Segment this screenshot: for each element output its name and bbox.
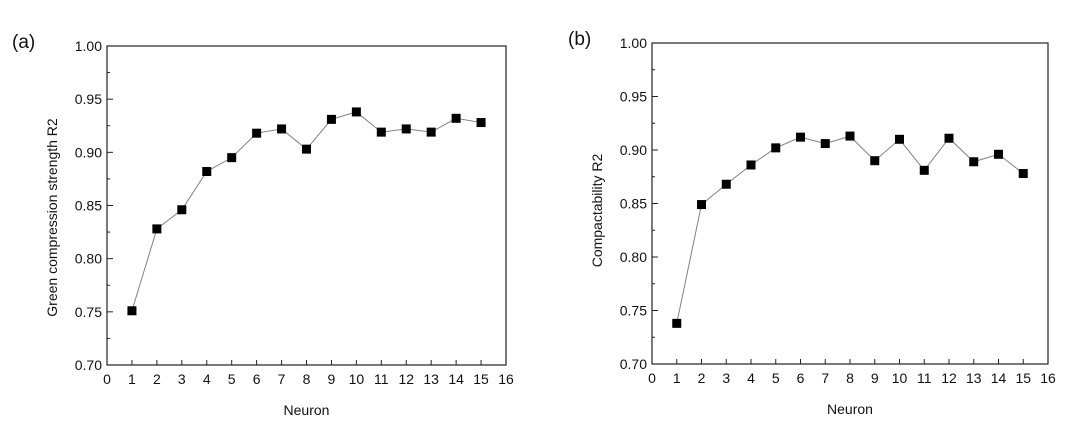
x-tick-label: 3	[178, 371, 186, 387]
data-point	[771, 143, 781, 153]
x-tick-label: 1	[128, 371, 136, 387]
x-tick-label: 6	[797, 370, 805, 386]
x-tick-label: 3	[722, 370, 730, 386]
x-tick-label: 7	[278, 371, 286, 387]
y-tick-label: 0.85	[75, 198, 102, 214]
x-tick-label: 16	[1040, 370, 1056, 386]
chart-panel-b: (b)0 1 2 3 4 5 6 7 8 9 10 11 12 13 14 15 160.700.750.800…	[568, 29, 1056, 417]
y-tick-label: 0.70	[620, 356, 647, 372]
x-tick-label: 14	[448, 371, 464, 387]
data-point	[127, 306, 137, 316]
x-tick-label: 4	[203, 371, 211, 387]
data-point	[895, 134, 904, 144]
y-tick-label: 0.80	[75, 251, 102, 267]
data-point	[476, 118, 486, 128]
x-tick-label: 8	[303, 371, 311, 387]
x-tick-label: 8	[846, 370, 854, 386]
data-point	[426, 127, 436, 137]
x-tick-label: 5	[228, 371, 236, 387]
y-tick-label: 1.00	[620, 35, 647, 51]
y-tick-label: 0.85	[620, 196, 647, 212]
x-tick-label: 2	[153, 371, 161, 387]
data-point	[177, 205, 187, 215]
data-point	[746, 160, 756, 170]
y-tick-label: 1.00	[75, 38, 102, 54]
x-tick-label: 1	[673, 370, 681, 386]
x-tick-label: 4	[747, 370, 755, 386]
y-axis-label: Green compression strength R2	[44, 118, 60, 317]
data-point	[697, 200, 706, 210]
plot-frame	[651, 42, 1049, 365]
panel-label: (b)	[568, 29, 591, 50]
y-tick-label: 0.95	[620, 89, 647, 105]
data-point	[820, 139, 830, 149]
y-tick-label: 0.95	[75, 91, 102, 107]
x-tick-label: 12	[398, 371, 414, 387]
x-axis-label: Neuron	[827, 401, 873, 417]
data-point	[252, 128, 262, 138]
y-tick-label: 0.90	[75, 144, 102, 160]
x-tick-label: 14	[991, 370, 1007, 386]
data-point	[351, 107, 361, 117]
data-point	[919, 165, 929, 175]
x-tick-label: 7	[821, 370, 829, 386]
x-tick-label: 15	[1015, 370, 1031, 386]
data-point	[202, 166, 212, 176]
data-point	[845, 131, 855, 141]
data-point	[326, 114, 336, 124]
data-point	[944, 133, 954, 143]
data-point	[796, 132, 805, 142]
y-axis-label: Compactability R2	[589, 153, 605, 267]
y-tick-label: 0.75	[75, 304, 102, 320]
data-point	[672, 318, 682, 328]
data-point	[994, 149, 1003, 159]
x-tick-label: 9	[328, 371, 336, 387]
data-point	[969, 157, 979, 167]
x-tick-label: 9	[871, 370, 879, 386]
y-tick-label: 0.90	[620, 142, 647, 158]
data-point	[401, 124, 411, 134]
x-tick-label: 0	[103, 371, 111, 387]
x-tick-label: 13	[423, 371, 439, 387]
x-tick-label: 10	[892, 370, 908, 386]
x-axis-label: Neuron	[284, 402, 330, 418]
panel-label: (a)	[12, 32, 35, 53]
x-tick-label: 6	[253, 371, 261, 387]
x-tick-label: 11	[917, 370, 932, 386]
x-tick-label: 11	[374, 371, 389, 387]
y-tick-label: 0.75	[620, 303, 647, 319]
x-tick-label: 0	[648, 370, 656, 386]
y-tick-label: 0.70	[75, 357, 102, 373]
x-tick-label: 13	[966, 370, 982, 386]
data-point	[152, 224, 162, 234]
x-tick-label: 2	[698, 370, 706, 386]
data-point	[376, 127, 386, 137]
plot-frame	[106, 45, 507, 366]
x-tick-label: 12	[941, 370, 957, 386]
data-point	[277, 124, 287, 134]
x-tick-label: 16	[498, 371, 514, 387]
data-point	[302, 144, 311, 154]
x-tick-label: 10	[349, 371, 365, 387]
data-point	[721, 179, 731, 189]
y-tick-label: 0.80	[620, 249, 647, 265]
data-point	[227, 153, 237, 163]
data-point	[870, 156, 880, 166]
x-tick-label: 15	[473, 371, 489, 387]
chart-panel-a: (a)0 1 2 3 4 5 6 7 8 9 10 11 12 13 14 15 160.700.750.800…	[12, 32, 514, 418]
x-tick-label: 5	[772, 370, 780, 386]
data-point	[451, 113, 461, 123]
data-point	[1018, 169, 1028, 179]
